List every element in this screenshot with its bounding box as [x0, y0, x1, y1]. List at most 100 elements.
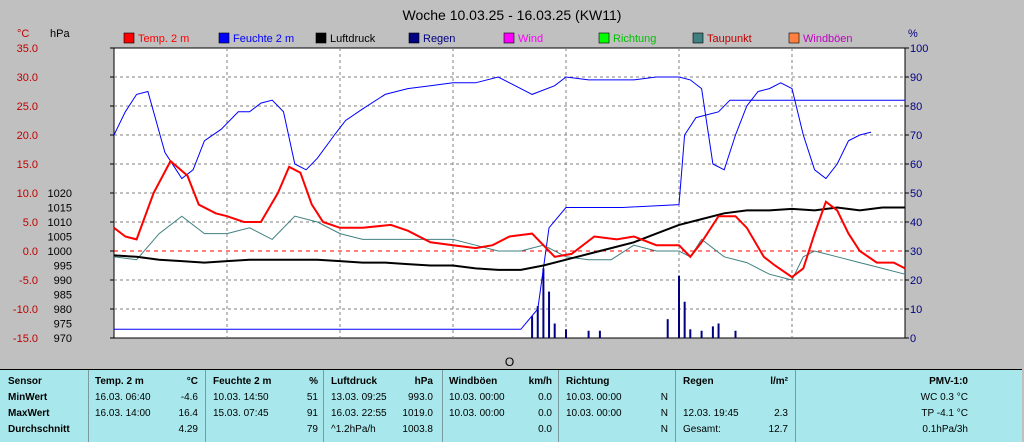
stats-pressure-time: 13.03. 09:25 [331, 392, 387, 403]
stats-row-label: MinWert [8, 392, 48, 403]
stats-header-pmv: PMV-1:0 [929, 376, 968, 387]
stats-pmv-value: TP -4.1 °C [921, 408, 968, 419]
stats-header-direction: Richtung [566, 376, 610, 387]
stats-gust-time: 10.03. 00:00 [449, 408, 505, 419]
humidity-tick-label: 20 [910, 275, 922, 287]
legend-swatch [788, 32, 800, 44]
stats-humidity-value: 91 [306, 408, 318, 419]
temp-tick-label: -15.0 [13, 333, 38, 345]
legend-label: Regen [423, 33, 455, 45]
stats-row-label: MaxWert [8, 408, 50, 419]
stats-header-rain-unit: l/m² [770, 376, 788, 387]
stats-header-pressure: Luftdruck [331, 376, 378, 387]
chart-title: Woche 10.03.25 - 16.03.25 (KW11) [403, 7, 622, 23]
legend-label: Taupunkt [707, 33, 752, 45]
stats-humidity-value: 51 [306, 392, 318, 403]
humidity-tick-label: 70 [910, 130, 922, 142]
stats-temp-value: 16.4 [178, 408, 198, 419]
temp-tick-label: 30.0 [17, 72, 38, 84]
stats-pmv-value: 0.1hPa/3h [922, 424, 968, 435]
rain-sum-line [114, 99, 905, 330]
pressure-tick-label: 970 [54, 333, 72, 345]
pressure-tick-label: 1020 [48, 188, 72, 200]
legend-swatch [598, 32, 610, 44]
humidity-tick-label: 10 [910, 304, 922, 316]
legend-swatch [408, 32, 420, 44]
stats-header-gust-unit: km/h [528, 376, 552, 387]
stats-pressure-value: 1003.8 [402, 424, 433, 435]
stats-gust-time: 10.03. 00:00 [449, 392, 505, 403]
stats-temp-time: 16.03. 06:40 [95, 392, 151, 403]
stats-rain-time: 12.03. 19:45 [683, 408, 739, 419]
stats-separator [88, 370, 89, 442]
stats-pmv-value: WC 0.3 °C [920, 392, 968, 403]
pressure-tick-label: 1005 [48, 232, 72, 244]
stats-pressure-time: 16.03. 22:55 [331, 408, 387, 419]
stats-direction-time: 10.03. 00:00 [566, 408, 622, 419]
stats-pressure-value: 1019.0 [402, 408, 433, 419]
pressure-tick-label: 1000 [48, 246, 72, 258]
stats-separator [558, 370, 559, 442]
humidity-unit-label: % [908, 28, 918, 40]
stats-header-pressure-unit: hPa [414, 376, 433, 387]
temp-tick-label: -10.0 [13, 304, 38, 316]
stats-humidity-time: 15.03. 07:45 [213, 408, 269, 419]
stats-direction-value: N [660, 424, 668, 435]
stats-direction-value: N [660, 408, 668, 419]
pressure-tick-label: 995 [54, 261, 72, 273]
stats-rain-value: 2.3 [774, 408, 788, 419]
stats-temp-value: -4.6 [180, 392, 198, 403]
weather-chart: Woche 10.03.25 - 16.03.25 (KW11) °C hPa % Te… [13, 7, 928, 369]
temp-tick-label: 10.0 [17, 188, 38, 200]
legend-label: Luftdruck [330, 33, 376, 45]
stats-separator [442, 370, 443, 442]
temp-tick-label: 15.0 [17, 159, 38, 171]
stats-temp-value: 4.29 [178, 424, 198, 435]
pressure-tick-label: 975 [54, 319, 72, 331]
legend-label: Windböen [803, 33, 853, 45]
stats-gust-value: 0.0 [538, 392, 552, 403]
stats-temp-time: 16.03. 14:00 [95, 408, 151, 419]
pressure-tick-label: 980 [54, 304, 72, 316]
stats-pressure-time: ^1.2hPa/h [331, 424, 376, 435]
humidity-tick-label: 50 [910, 188, 922, 200]
stats-separator [205, 370, 206, 442]
temp-tick-label: 0.0 [23, 246, 38, 258]
legend-label: Wind [518, 33, 543, 45]
temp-tick-label: 5.0 [23, 217, 38, 229]
stats-separator [795, 370, 796, 442]
legend-label: Temp. 2 m [138, 33, 189, 45]
pressure-tick-label: 990 [54, 275, 72, 287]
stats-direction-value: N [660, 392, 668, 403]
stats-humidity-time: 10.03. 14:50 [213, 392, 269, 403]
temp-tick-label: 35.0 [17, 43, 38, 55]
pressure-tick-label: 985 [54, 290, 72, 302]
humidity-line [113, 76, 872, 180]
x-axis-marker: O [505, 355, 514, 369]
stats-header-humidity: Feuchte 2 m [213, 376, 272, 387]
temperature-line [113, 159, 906, 279]
stats-gust-value: 0.0 [538, 408, 552, 419]
stats-header-temp: Temp. 2 m [95, 376, 144, 387]
stats-pressure-value: 993.0 [407, 392, 433, 403]
stats-header-rain: Regen [683, 376, 714, 387]
pressure-tick-label: 1010 [48, 217, 72, 229]
humidity-tick-label: 90 [910, 72, 922, 84]
temp-tick-label: 25.0 [17, 101, 38, 113]
humidity-tick-label: 100 [910, 43, 928, 55]
stats-header-sensor: Sensor [8, 376, 42, 387]
temp-tick-label: -5.0 [19, 275, 38, 287]
stats-header-humidity-unit: % [309, 376, 318, 387]
legend-swatch [123, 32, 135, 44]
legend-swatch [692, 32, 704, 44]
stats-header-temp-unit: °C [186, 376, 198, 387]
legend-label: Richtung [613, 33, 656, 45]
temp-unit-label: °C [17, 28, 29, 40]
stats-rain-value: 12.7 [768, 424, 788, 435]
stats-table: Sensor Temp. 2 m °C Feuchte 2 m% Luftdruck hP… [0, 369, 1022, 442]
pressure-line [113, 206, 905, 271]
legend-swatch [218, 32, 230, 44]
stats-separator [323, 370, 324, 442]
humidity-tick-label: 40 [910, 217, 922, 229]
stats-direction-time: 10.03. 00:00 [566, 392, 622, 403]
